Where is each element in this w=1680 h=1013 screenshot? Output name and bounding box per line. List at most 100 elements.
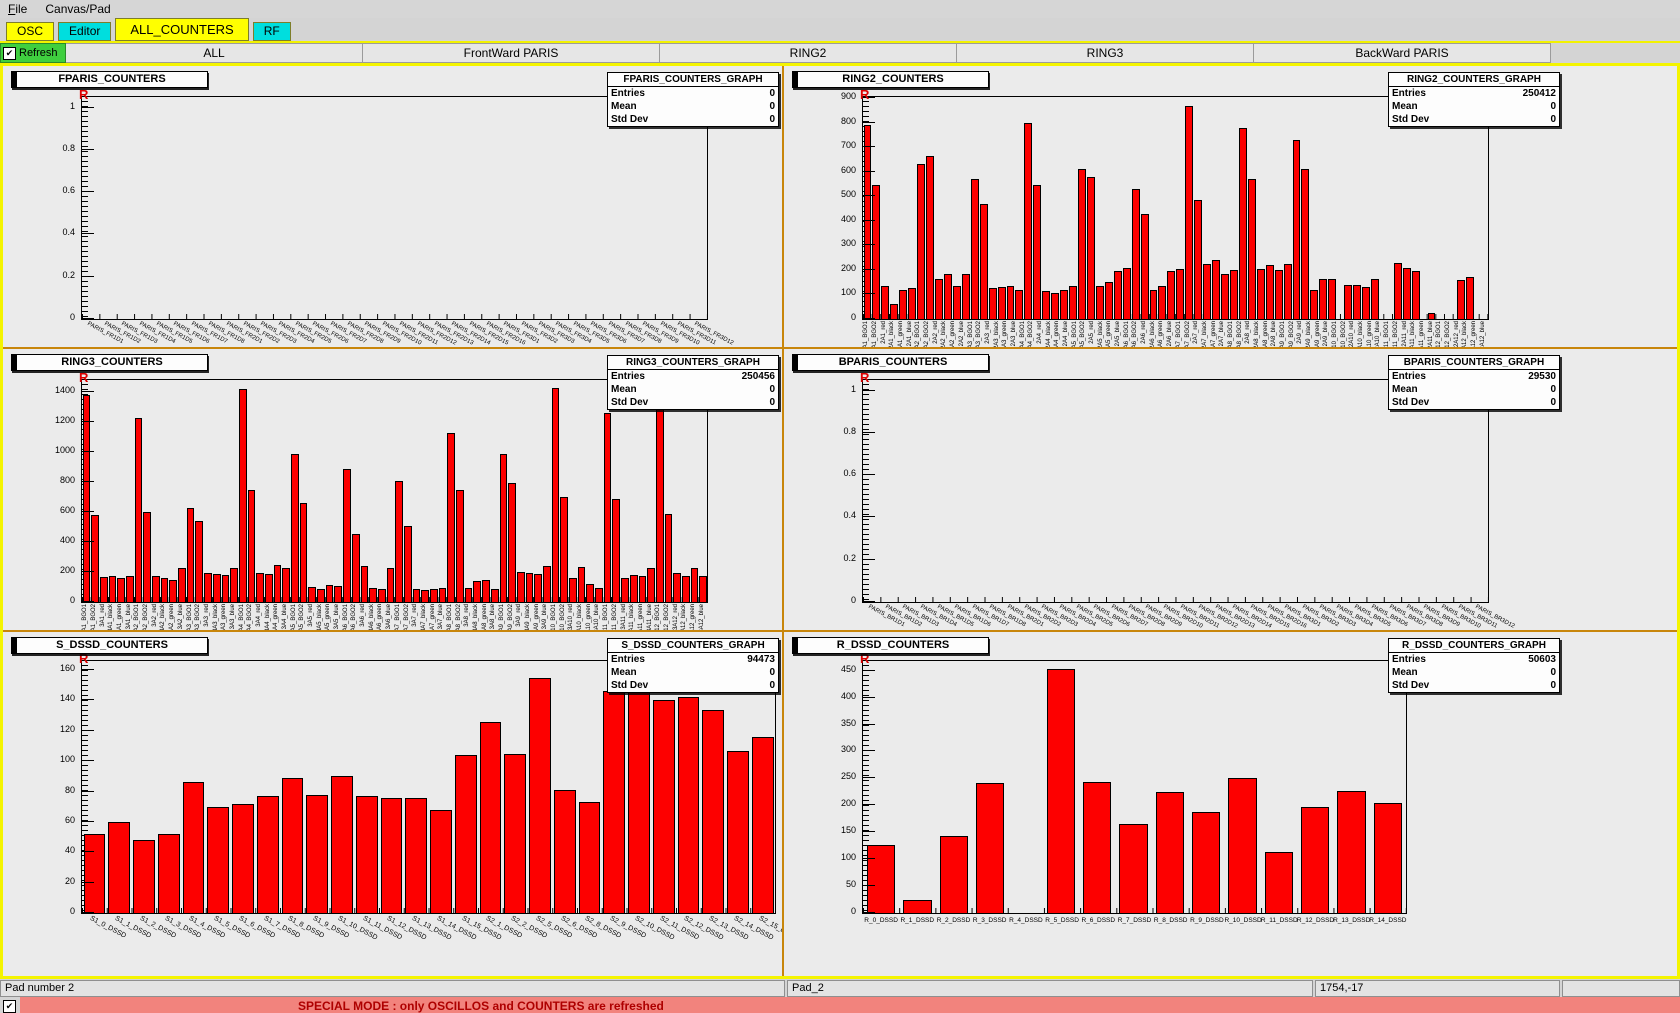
y-major-tick: [82, 391, 94, 392]
histogram-bar: [403, 526, 412, 602]
x-tick-label: 2A4_BGO2: [1028, 321, 1035, 347]
x-tick-label: R_6_DSSD: [1081, 917, 1116, 924]
y-major-tick: [82, 881, 94, 883]
y-axis-minor-ticks: [863, 380, 869, 602]
histogram-bar: [1033, 185, 1042, 319]
histogram-bar: [133, 840, 155, 913]
x-tick-label: 2A4_black: [1045, 321, 1052, 347]
stats-entries-value: 250412: [1522, 88, 1556, 99]
histogram-bar: [479, 721, 502, 913]
button-ring3[interactable]: RING3: [957, 43, 1254, 63]
y-tick-label: 150: [840, 825, 856, 836]
stats-mean-label: Mean: [611, 384, 637, 395]
x-tick-label: 3A5_red: [308, 604, 315, 627]
x-tick-label: 2A10_BGO1: [1332, 321, 1339, 347]
y-major-tick: [82, 481, 94, 482]
x-tick-label: 2A8_blue: [1271, 321, 1278, 347]
y-axis-minor-ticks: [863, 661, 869, 913]
x-tick-label: 2A6_black: [1149, 321, 1156, 347]
special-checkbox[interactable]: ✔: [3, 999, 16, 1013]
button-all[interactable]: ALL: [66, 43, 363, 63]
y-major-tick: [863, 912, 875, 913]
histogram-bar: [516, 572, 525, 602]
stats-entries-label: Entries: [1392, 371, 1426, 382]
pad-title: R_DSSD_COUNTERS: [792, 637, 989, 654]
histogram-bar: [1301, 169, 1310, 319]
tab-osc[interactable]: OSC: [6, 22, 55, 41]
x-tick-label: 3A4_blue: [281, 604, 288, 630]
canvas-pad[interactable]: RING2_COUNTERS RING2_COUNTERS_GRAPH Entr…: [784, 66, 1677, 347]
y-tick-label: 160: [59, 663, 75, 674]
y-tick-label: 600: [840, 164, 856, 175]
menu-item-canvas-pad[interactable]: Canvas/Pad: [45, 2, 111, 16]
y-tick-label: 600: [59, 505, 75, 515]
y-major-tick: [82, 790, 94, 792]
x-tick-label: R_11_DSSD: [1260, 917, 1298, 924]
histogram-bar: [1264, 852, 1293, 913]
pad-title: BPARIS_COUNTERS: [792, 354, 989, 371]
histogram-bar: [169, 579, 178, 602]
x-tick-label: R_14_DSSD: [1369, 917, 1407, 924]
canvas-pad[interactable]: S_DSSD_COUNTERS S_DSSD_COUNTERS_GRAPH En…: [3, 632, 782, 976]
x-tick-label: 3A10_black: [577, 604, 584, 630]
y-major-tick: [82, 421, 94, 422]
tab-editor[interactable]: Editor: [58, 22, 112, 41]
button-ring2[interactable]: RING2: [660, 43, 957, 63]
y-tick-label: 1400: [54, 385, 75, 395]
stats-mean-label: Mean: [611, 101, 637, 112]
histogram-bar: [360, 566, 369, 602]
y-tick-label: 350: [840, 717, 856, 728]
refresh-button[interactable]: ✔ Refresh: [0, 43, 66, 63]
histogram-bar: [343, 468, 351, 602]
x-tick-label: 3A6_black: [368, 604, 375, 630]
x-tick-label: 2A10_red: [1349, 321, 1356, 347]
x-tick-label: 2A8_black: [1253, 321, 1260, 347]
stats-mean-value: 0: [769, 667, 775, 678]
stats-title: RING2_COUNTERS_GRAPH: [1389, 73, 1559, 87]
y-major-tick: [863, 601, 875, 602]
histogram-bars: [863, 97, 1488, 319]
x-tick-label: 3A3_black: [212, 604, 219, 630]
x-tick-label: 3A1_BGO1: [82, 604, 89, 630]
x-tick-label: 3A7_blue: [438, 604, 445, 630]
refresh-checkbox[interactable]: ✔: [3, 46, 16, 60]
histogram-bar: [1140, 213, 1149, 319]
x-tick-label: 2A7_BGO1: [1175, 321, 1182, 347]
canvas-pad[interactable]: RING3_COUNTERS RING3_COUNTERS_GRAPH Entr…: [3, 349, 782, 630]
y-tick-label: 500: [840, 189, 856, 200]
tab-all-counters[interactable]: ALL_COUNTERS: [115, 18, 249, 41]
histogram-bar: [369, 587, 377, 602]
canvas-pad[interactable]: BPARIS_COUNTERS BPARIS_COUNTERS_GRAPH En…: [784, 349, 1677, 630]
pad-marker-r: R: [79, 87, 89, 102]
y-major-tick: [82, 820, 94, 822]
button-backward-paris[interactable]: BackWard PARIS: [1254, 43, 1551, 63]
canvas[interactable]: FPARIS_COUNTERS FPARIS_COUNTERS_GRAPH En…: [0, 63, 1680, 979]
status-bar: Pad number 2 Pad_2 1754,-17: [0, 979, 1680, 997]
x-tick-label: 3A7_black: [420, 604, 427, 630]
y-major-tick: [82, 451, 94, 452]
x-axis-labels: PARIS_FR1D1 PARIS_FR1D2 PARIS_FR1D3 PARIS_F…: [82, 320, 735, 347]
x-tick-label: 3A7_green: [429, 604, 436, 630]
histogram-bar: [186, 507, 195, 602]
canvas-pad[interactable]: FPARIS_COUNTERS FPARIS_COUNTERS_GRAPH En…: [3, 66, 782, 347]
stats-mean-label: Mean: [611, 667, 637, 678]
canvas-pad[interactable]: R_DSSD_COUNTERS R_DSSD_COUNTERS_GRAPH En…: [784, 632, 1677, 976]
histogram-bar: [655, 402, 664, 602]
button-frontward-paris[interactable]: FrontWard PARIS: [363, 43, 660, 63]
histogram-bar: [395, 480, 403, 602]
histogram-bar: [628, 682, 650, 913]
stats-box: RING2_COUNTERS_GRAPH Entries 250412 Mean 0…: [1388, 72, 1560, 127]
x-tick-label: 3A1_blue: [125, 604, 132, 630]
pad-title: RING3_COUNTERS: [11, 354, 208, 371]
y-major-tick: [863, 146, 875, 148]
y-axis: 1 0.8 0.6 0.4 0.2 0: [3, 96, 81, 321]
histogram-bar: [232, 803, 254, 913]
menu-item-file[interactable]: File: [8, 2, 28, 16]
stats-stddev-label: Std Dev: [611, 397, 649, 408]
histogram-bar: [890, 304, 899, 319]
x-tick-label: 3A12_BGO2: [663, 604, 670, 630]
histogram-bar: [881, 285, 890, 319]
x-tick-label: 3A11_black: [629, 604, 636, 630]
histogram-bar: [282, 567, 290, 602]
tab-rf[interactable]: RF: [252, 22, 291, 41]
